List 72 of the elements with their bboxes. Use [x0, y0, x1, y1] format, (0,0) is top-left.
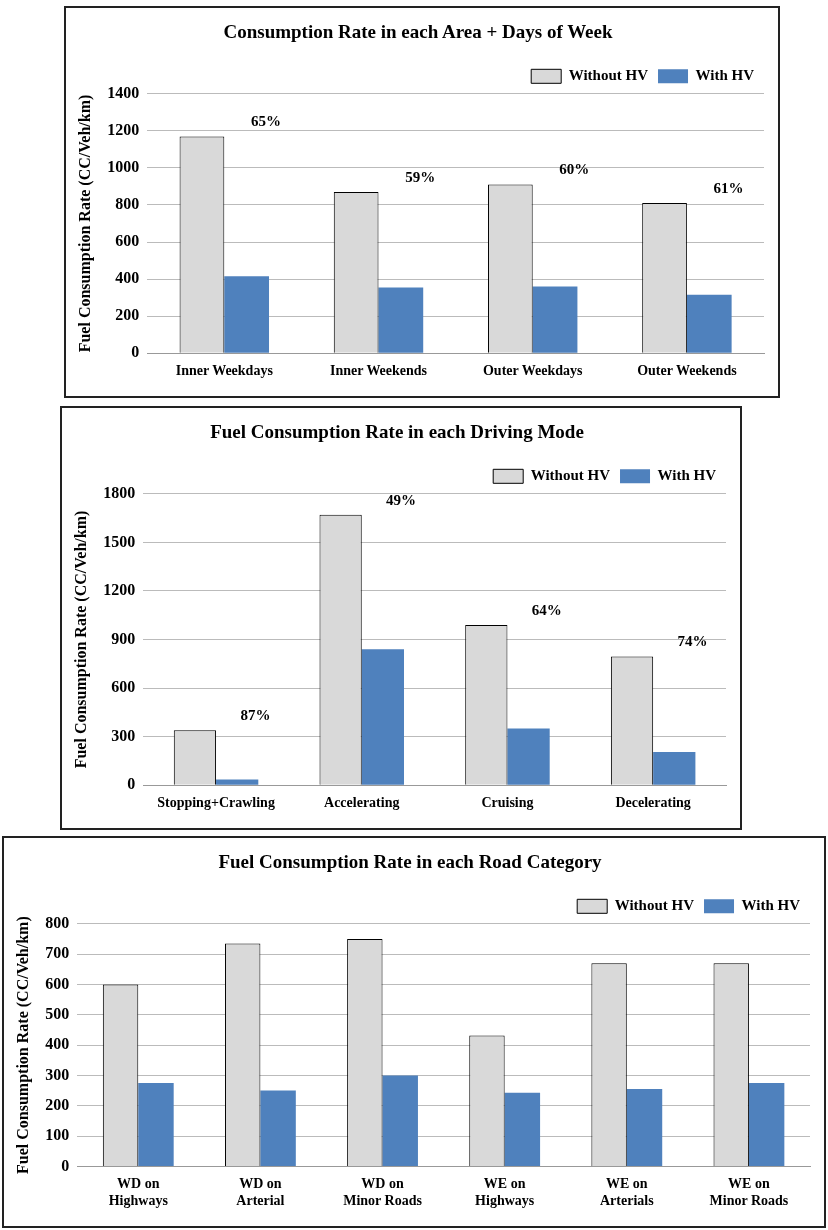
- y-tick-label: 1800: [103, 483, 136, 501]
- x-tick-label: WD on Arterial: [236, 1176, 285, 1209]
- bar: [138, 1083, 174, 1166]
- y-tick-label: 900: [111, 629, 136, 647]
- bar: [504, 1092, 541, 1166]
- y-axis-title: Fuel Consumption Rate (CC/Veh/km): [71, 510, 90, 769]
- x-tick-label: WE on Highways: [475, 1176, 535, 1209]
- y-tick-label: 800: [115, 195, 140, 213]
- y-tick-label: 400: [115, 269, 140, 287]
- bar: [507, 728, 550, 785]
- y-tick-label: 0: [131, 343, 140, 361]
- annotation: 74%: [677, 633, 708, 650]
- y-tick-label: 600: [45, 974, 70, 992]
- chart-title: Fuel Consumption Rate in each Driving Mode: [210, 421, 584, 443]
- y-tick-label: 300: [111, 726, 136, 744]
- chart-title: Fuel Consumption Rate in each Road Category: [218, 851, 603, 873]
- bar: [260, 1090, 296, 1166]
- bar: [653, 752, 696, 785]
- y-tick-label: 100: [45, 1126, 70, 1144]
- legend-label: Without HV: [614, 897, 695, 914]
- x-tick-label: WD on Minor Roads: [343, 1176, 423, 1209]
- y-tick-label: 300: [45, 1065, 70, 1083]
- x-tick-label: Cruising: [481, 795, 534, 811]
- y-tick-label: 0: [127, 775, 136, 793]
- annotation: 49%: [386, 491, 417, 508]
- legend-label: With HV: [741, 897, 801, 914]
- x-tick-label: Outer Weekends: [637, 363, 738, 379]
- bar: [748, 1083, 785, 1166]
- bar: [532, 286, 578, 353]
- annotation: 64%: [531, 601, 562, 618]
- x-tick-label: WE on Arterials: [599, 1176, 655, 1209]
- bar: [686, 294, 732, 353]
- bar: [224, 276, 270, 353]
- x-tick-label: Stopping+Crawling: [157, 795, 275, 811]
- x-tick-label: Outer Weekdays: [482, 363, 583, 379]
- annotation: 61%: [713, 179, 744, 196]
- annotation: 59%: [405, 168, 436, 185]
- legend-label: Without HV: [530, 467, 611, 484]
- x-tick-label: Inner Weekdays: [175, 363, 274, 379]
- chart-title: Consumption Rate in each Area + Days of Week: [223, 21, 613, 43]
- y-tick-label: 800: [45, 913, 70, 931]
- y-tick-label: 600: [111, 678, 136, 696]
- legend-label: With HV: [657, 467, 717, 484]
- y-tick-label: 1200: [107, 121, 140, 138]
- bar: [382, 1075, 418, 1166]
- y-tick-label: 200: [45, 1095, 70, 1113]
- bar: [378, 287, 424, 353]
- annotation: 87%: [240, 707, 271, 724]
- x-tick-label: Decelerating: [615, 795, 691, 811]
- y-tick-label: 400: [45, 1035, 70, 1053]
- y-tick-label: 1500: [103, 532, 136, 550]
- x-tick-label: WE on Minor Roads: [709, 1176, 789, 1209]
- y-tick-label: 200: [115, 306, 140, 324]
- bar: [626, 1089, 663, 1166]
- bar: [361, 649, 404, 785]
- y-tick-label: 500: [45, 1004, 70, 1022]
- y-tick-label: 1000: [107, 158, 140, 176]
- y-axis-title: Fuel Consumption Rate (CC/Veh/km): [13, 916, 32, 1174]
- bar: [216, 779, 259, 785]
- legend-label: With HV: [695, 67, 755, 84]
- y-tick-label: 1200: [103, 581, 136, 599]
- annotation: 60%: [559, 161, 590, 178]
- legend-label: Without HV: [568, 67, 649, 84]
- y-tick-label: 0: [61, 1156, 70, 1174]
- annotation: 65%: [250, 113, 281, 130]
- y-axis-title: Fuel Consumption Rate (CC/Veh/km): [75, 94, 94, 353]
- y-tick-label: 700: [45, 944, 70, 962]
- y-tick-label: 1400: [107, 83, 140, 101]
- x-tick-label: Inner Weekends: [329, 363, 428, 379]
- x-tick-label: Accelerating: [324, 795, 400, 811]
- y-tick-label: 600: [115, 232, 140, 250]
- x-tick-label: WD on Highways: [108, 1176, 169, 1209]
